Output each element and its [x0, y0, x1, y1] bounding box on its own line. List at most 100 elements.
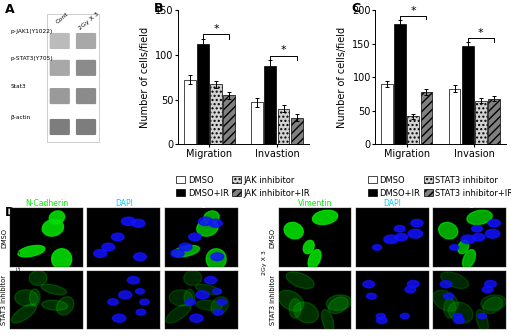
Ellipse shape — [57, 297, 74, 315]
Y-axis label: STAT3 inhibitor: STAT3 inhibitor — [270, 275, 276, 325]
Ellipse shape — [18, 245, 45, 257]
Ellipse shape — [172, 245, 199, 257]
Ellipse shape — [204, 211, 219, 224]
Ellipse shape — [196, 291, 209, 299]
Bar — [251, 102, 263, 144]
Ellipse shape — [444, 299, 455, 318]
Ellipse shape — [488, 219, 500, 227]
Ellipse shape — [112, 314, 126, 322]
FancyBboxPatch shape — [76, 33, 96, 49]
Ellipse shape — [136, 309, 146, 315]
Ellipse shape — [108, 299, 119, 305]
Ellipse shape — [127, 277, 140, 284]
Ellipse shape — [394, 225, 405, 232]
Text: 2Gy X 3: 2Gy X 3 — [78, 11, 100, 31]
Ellipse shape — [312, 210, 338, 224]
Bar — [223, 95, 235, 144]
Bar — [291, 118, 303, 144]
Ellipse shape — [294, 302, 318, 323]
Ellipse shape — [462, 250, 475, 268]
Ellipse shape — [171, 249, 184, 257]
Ellipse shape — [444, 293, 454, 299]
Ellipse shape — [204, 277, 217, 284]
Ellipse shape — [401, 313, 409, 319]
FancyBboxPatch shape — [50, 33, 70, 49]
Text: *: * — [410, 6, 416, 16]
Ellipse shape — [134, 253, 147, 261]
Ellipse shape — [363, 281, 375, 288]
Ellipse shape — [196, 284, 221, 295]
Bar — [449, 89, 460, 144]
Ellipse shape — [438, 222, 458, 239]
Ellipse shape — [11, 304, 36, 323]
FancyBboxPatch shape — [76, 88, 96, 104]
Ellipse shape — [478, 313, 486, 319]
Ellipse shape — [42, 219, 63, 236]
FancyBboxPatch shape — [76, 119, 96, 135]
Title: Merged: Merged — [187, 199, 216, 208]
Ellipse shape — [450, 245, 459, 250]
Text: B: B — [154, 2, 164, 15]
Ellipse shape — [52, 249, 72, 269]
Ellipse shape — [111, 233, 124, 241]
Ellipse shape — [122, 217, 135, 225]
Bar — [265, 66, 276, 144]
Ellipse shape — [329, 297, 348, 313]
Ellipse shape — [440, 281, 452, 288]
Ellipse shape — [395, 234, 407, 241]
Ellipse shape — [373, 245, 382, 250]
Text: Cont: Cont — [56, 11, 70, 25]
Legend: DMSO, DMSO+IR, STAT3 inhibitor, STAT3 inhibitor+IR: DMSO, DMSO+IR, STAT3 inhibitor, STAT3 in… — [367, 175, 511, 198]
Ellipse shape — [440, 272, 469, 289]
Bar — [381, 84, 393, 144]
FancyBboxPatch shape — [76, 60, 96, 76]
Text: A: A — [5, 3, 15, 16]
Ellipse shape — [454, 317, 464, 324]
Y-axis label: DMSO: DMSO — [2, 228, 8, 248]
Ellipse shape — [217, 299, 226, 305]
Ellipse shape — [326, 295, 352, 310]
Ellipse shape — [169, 290, 193, 306]
Text: D: D — [5, 206, 15, 219]
Ellipse shape — [214, 309, 223, 315]
Ellipse shape — [411, 219, 423, 227]
Ellipse shape — [458, 240, 469, 254]
Bar — [47, 14, 99, 142]
Bar — [475, 101, 487, 144]
Ellipse shape — [308, 250, 321, 268]
Ellipse shape — [484, 281, 496, 287]
Text: *: * — [213, 24, 219, 34]
Y-axis label: STAT3 inhibitor: STAT3 inhibitor — [2, 275, 8, 325]
Title: DAPI: DAPI — [383, 199, 401, 208]
Bar — [394, 24, 406, 144]
Ellipse shape — [467, 210, 492, 224]
Ellipse shape — [49, 211, 64, 224]
FancyBboxPatch shape — [50, 119, 70, 135]
Ellipse shape — [132, 219, 145, 227]
Ellipse shape — [140, 299, 149, 305]
Ellipse shape — [448, 302, 473, 323]
Ellipse shape — [476, 309, 489, 332]
Ellipse shape — [481, 295, 506, 310]
Bar — [277, 109, 289, 144]
Ellipse shape — [377, 317, 387, 324]
Bar — [210, 84, 222, 144]
Bar — [421, 92, 432, 144]
Ellipse shape — [30, 289, 40, 306]
Ellipse shape — [286, 272, 314, 289]
Y-axis label: Number of cells/field: Number of cells/field — [337, 27, 347, 128]
Ellipse shape — [183, 270, 202, 286]
Bar — [197, 44, 209, 144]
Ellipse shape — [303, 240, 314, 254]
Text: 2Gy X 3: 2Gy X 3 — [262, 250, 267, 275]
Title: Vimentin: Vimentin — [298, 199, 332, 208]
Text: C: C — [352, 2, 361, 15]
Title: N-Cadherin: N-Cadherin — [25, 199, 68, 208]
Ellipse shape — [41, 300, 67, 310]
Y-axis label: Number of cells/field: Number of cells/field — [140, 27, 150, 128]
Bar — [488, 99, 500, 144]
Ellipse shape — [29, 270, 47, 286]
Text: *: * — [478, 28, 483, 38]
Text: β-actin: β-actin — [10, 115, 31, 120]
Ellipse shape — [453, 313, 462, 319]
